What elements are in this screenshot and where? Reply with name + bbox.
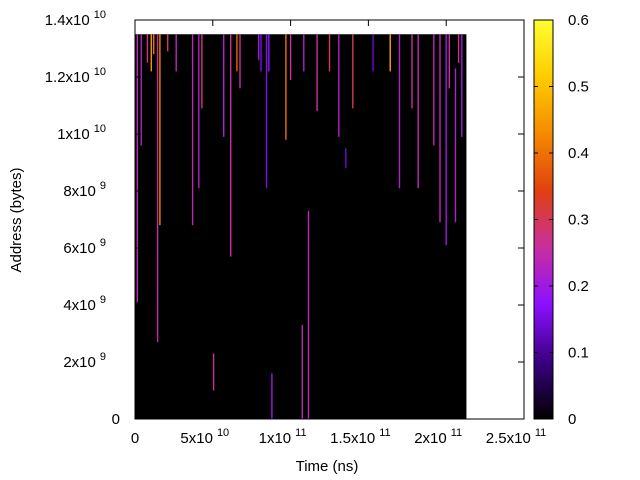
x-axis-label: Time (ns) — [296, 458, 359, 475]
heatmap-stripe-11 — [201, 34, 203, 109]
heatmap-stripe-35 — [411, 34, 413, 109]
x-tick-label-1: 5x10 10 — [180, 427, 229, 447]
heatmap-stripe-34 — [398, 34, 401, 189]
colorbar-ticks: 0 0.1 0.2 0.3 0.4 0.5 0.6 — [534, 12, 589, 428]
heatmap-stripe-39 — [445, 34, 447, 246]
heatmap-stripe-1 — [140, 34, 142, 146]
heatmap-stripe-27 — [316, 34, 318, 112]
x-tick-label-4: 2x10 11 — [414, 427, 462, 447]
x-tick-label-5: 2.5x10 11 — [486, 427, 546, 447]
y-tick-label-6: 1.2x10 10 — [45, 66, 106, 86]
heatmap-stripe-7 — [167, 34, 169, 52]
colorbar-tick-label-4: 0.4 — [568, 145, 589, 162]
y-axis: 0 2x10 9 4x10 9 6x10 9 8x10 9 1x10 10 1.2x10 10 1.4x1… — [45, 9, 524, 428]
y-tick-label-1: 2x10 9 — [63, 351, 106, 371]
heatmap-stripe-40 — [448, 34, 450, 89]
heatmap-stripe-21 — [271, 373, 273, 419]
heatmap-stripe-18 — [260, 34, 262, 72]
heatmap-stripe-30 — [345, 148, 347, 169]
heatmap-stripe-36 — [417, 34, 419, 189]
heatmap-stripe-13 — [223, 34, 225, 137]
colorbar-tick-label-0: 0 — [568, 411, 576, 428]
heatmap-stripe-5 — [156, 34, 159, 343]
heatmap-stripe-12 — [212, 353, 215, 391]
heatmap-stripe-17 — [258, 34, 260, 60]
heatmap-stripe-25 — [303, 34, 305, 72]
y-axis-label: Address (bytes) — [8, 167, 25, 272]
y-tick-label-0: 0 — [112, 411, 120, 428]
x-tick-label-3: 1.5x10 11 — [330, 427, 390, 447]
heatmap-stripe-26 — [307, 210, 310, 419]
y-tick-label-2: 4x10 9 — [63, 294, 106, 314]
heatmap-stripe-32 — [372, 34, 374, 72]
heatmap-stripe-42 — [457, 34, 460, 63]
colorbar-tick-label-5: 0.5 — [568, 79, 589, 96]
heatmap-stripe-6 — [159, 34, 161, 226]
heatmap-stripe-3 — [150, 34, 152, 72]
heatmap-stripe-16 — [239, 34, 241, 89]
heatmap-stripe-9 — [191, 34, 194, 226]
y-tick-label-4: 8x10 9 — [63, 180, 106, 200]
heatmap-stripe-29 — [338, 34, 340, 137]
y-tick-label-3: 6x10 9 — [63, 237, 106, 257]
heatmap-stripe-22 — [285, 34, 287, 140]
heatmap-stripe-15 — [236, 34, 238, 72]
colorbar-tick-label-2: 0.2 — [568, 278, 589, 295]
heatmap-stripe-20 — [268, 34, 270, 72]
heatmap-stripe-33 — [389, 34, 391, 72]
x-tick-label-2: 1x10 11 — [259, 427, 307, 447]
heatmap-stripe-28 — [328, 34, 331, 72]
x-tick-label-0: 0 — [131, 430, 139, 447]
heatmap-stripe-2 — [146, 34, 149, 63]
colorbar-tick-label-6: 0.6 — [568, 12, 589, 29]
y-tick-label-5: 1x10 10 — [57, 123, 106, 143]
heatmap-stripe-38 — [439, 34, 441, 223]
heatmap-stripe-24 — [301, 324, 303, 419]
colorbar-tick-label-3: 0.3 — [568, 212, 589, 229]
heatmap-stripe-8 — [175, 34, 177, 72]
colorbar-tick-label-1: 0.1 — [568, 345, 589, 362]
heatmap-stripe-23 — [289, 34, 292, 80]
plot-frame — [134, 19, 525, 420]
heatmap-stripe-31 — [352, 34, 354, 109]
heatmap-stripe-43 — [461, 34, 463, 137]
x-axis: 0 5x10 10 1x10 11 1.5x10 11 2x10 11 2.5x10 11 — [131, 20, 546, 447]
heatmap-stripe-4 — [153, 34, 155, 55]
heatmap-stripe-10 — [198, 34, 200, 189]
heatmap-stripe-14 — [230, 34, 232, 257]
heatmap-stripe-41 — [454, 68, 457, 223]
heatmap-data-region — [135, 34, 467, 419]
heatmap-stripe-19 — [265, 34, 268, 189]
heatmap-stripe-0 — [136, 34, 138, 303]
heatmap-stripes — [136, 34, 463, 419]
y-tick-label-7: 1.4x10 10 — [45, 9, 106, 29]
heatmap-stripe-37 — [433, 34, 435, 146]
